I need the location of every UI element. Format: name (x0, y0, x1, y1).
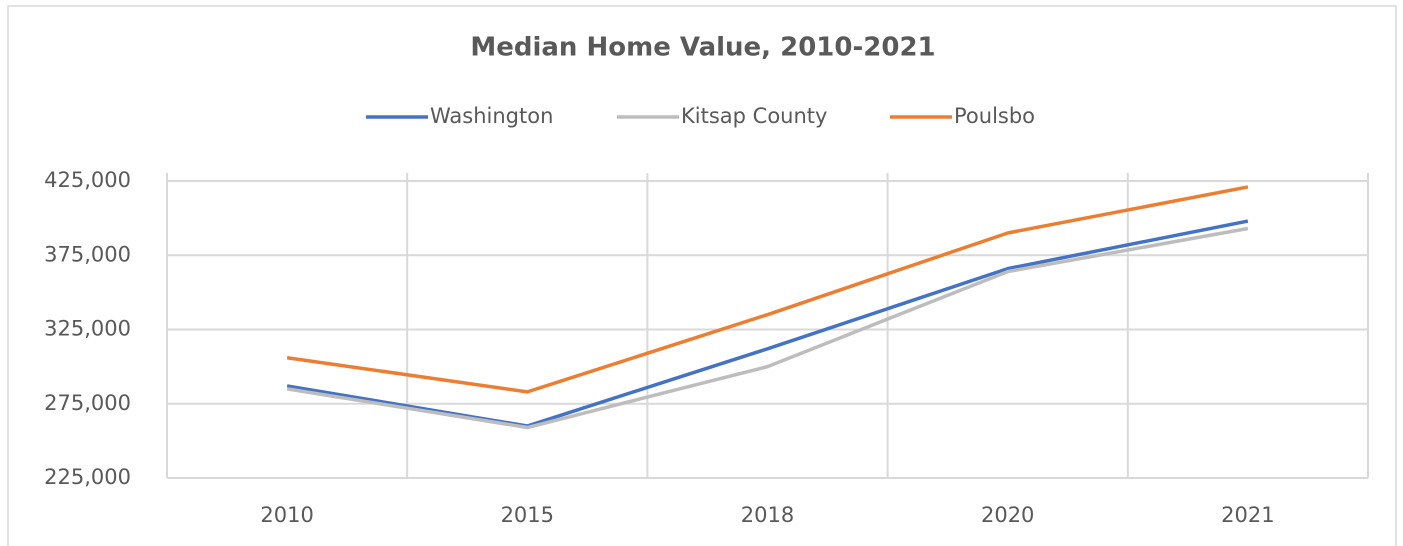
legend-label: Kitsap County (681, 104, 827, 128)
y-tick-label: 325,000 (44, 317, 131, 341)
x-tick-label: 2020 (981, 503, 1034, 527)
series-line (286, 185, 1249, 394)
chart-frame (7, 5, 1397, 546)
legend-label: Poulsbo (954, 104, 1035, 128)
series-line (286, 219, 1249, 428)
series-line (286, 226, 1249, 430)
y-tick-label: 275,000 (44, 391, 131, 415)
chart-title: Median Home Value, 2010-2021 (470, 33, 935, 63)
y-tick-label: 225,000 (44, 465, 131, 489)
y-tick-label: 375,000 (44, 242, 131, 266)
y-tick-label: 425,000 (44, 168, 131, 192)
x-tick-label: 2021 (1221, 503, 1274, 527)
x-tick-label: 2018 (741, 503, 794, 527)
x-tick-label: 2010 (260, 503, 313, 527)
x-tick-label: 2015 (501, 503, 554, 527)
legend-label: Washington (430, 104, 553, 128)
